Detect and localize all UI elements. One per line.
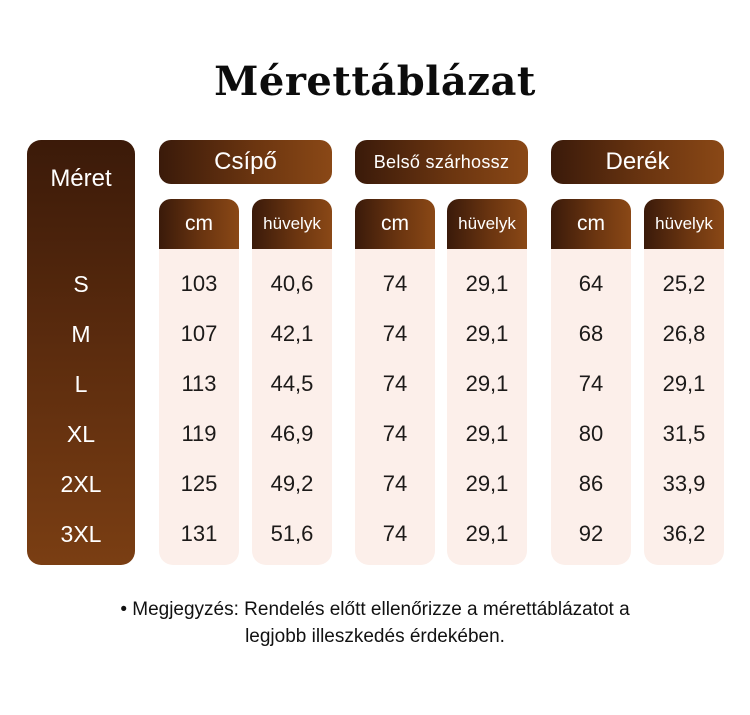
- table-cell: 33,9: [662, 471, 706, 496]
- table-cell: 74: [382, 271, 408, 296]
- table-cell: 29,1: [465, 521, 509, 546]
- footnote: • Megjegyzés: Rendelés előtt ellenőrizze…: [0, 596, 750, 650]
- size-label: S: [73, 271, 89, 297]
- group-header-inseam: Belső szárhossz: [355, 140, 528, 184]
- table-cell: 29,1: [465, 421, 509, 446]
- table-cell: 113: [181, 371, 217, 396]
- table-cell: 29,1: [465, 271, 509, 296]
- table-cell: 40,6: [270, 271, 314, 296]
- table-cell: 29,1: [465, 321, 509, 346]
- table-cell: 68: [578, 321, 604, 346]
- column-hip-cm: 103 107 113 119 125 131: [159, 249, 239, 565]
- footnote-line-1: • Megjegyzés: Rendelés előtt ellenőrizze…: [120, 599, 630, 620]
- group-header-waist: Derék: [551, 140, 724, 184]
- subheader-waist-inch: hüvelyk: [644, 199, 724, 249]
- table-cell: 74: [382, 371, 408, 396]
- size-column: [27, 140, 135, 565]
- subheader-inseam-inch: hüvelyk: [447, 199, 527, 249]
- size-label: 2XL: [60, 471, 102, 497]
- table-cell: 74: [382, 421, 408, 446]
- footnote-line-2: legjobb illeszkedés érdekében.: [245, 626, 505, 647]
- table-cell: 46,9: [270, 421, 314, 446]
- size-label: XL: [66, 421, 96, 447]
- table-cell: 74: [382, 521, 408, 546]
- column-inseam-cm: 74 74 74 74 74 74: [355, 249, 435, 565]
- table-cell: 125: [180, 471, 218, 496]
- size-label: L: [74, 371, 88, 397]
- column-hip-inch: 40,6 42,1 44,5 46,9 49,2 51,6: [252, 249, 332, 565]
- table-cell: 36,2: [662, 521, 706, 546]
- table-cell: 80: [578, 421, 604, 446]
- group-header-hip: Csípő: [159, 140, 332, 184]
- column-waist-cm: 64 68 74 80 86 92: [551, 249, 631, 565]
- table-cell: 64: [578, 271, 604, 296]
- table-cell: 92: [578, 521, 604, 546]
- table-cell: 29,1: [465, 471, 509, 496]
- column-waist-inch: 25,2 26,8 29,1 31,5 33,9 36,2: [644, 249, 724, 565]
- size-column-header: Méret: [50, 165, 112, 192]
- table-cell: 107: [180, 321, 218, 346]
- table-cell: 29,1: [662, 371, 706, 396]
- subheader-hip-inch: hüvelyk: [252, 199, 332, 249]
- table-cell: 26,8: [662, 321, 706, 346]
- table-cell: 44,5: [270, 371, 314, 396]
- table-cell: 42,1: [270, 321, 314, 346]
- table-cell: 86: [578, 471, 604, 496]
- column-inseam-inch: 29,1 29,1 29,1 29,1 29,1 29,1: [447, 249, 527, 565]
- table-cell: 31,5: [662, 421, 706, 446]
- page-title: Mérettáblázat: [214, 58, 536, 105]
- subheader-hip-cm: cm: [159, 199, 239, 249]
- table-cell: 51,6: [270, 521, 314, 546]
- table-cell: 74: [382, 471, 408, 496]
- subheader-waist-cm: cm: [551, 199, 631, 249]
- table-cell: 119: [181, 421, 217, 446]
- size-label: 3XL: [60, 521, 102, 547]
- table-cell: 103: [180, 271, 218, 296]
- table-cell: 25,2: [662, 271, 706, 296]
- table-cell: 74: [578, 371, 604, 396]
- size-label: M: [71, 321, 91, 347]
- subheader-inseam-cm: cm: [355, 199, 435, 249]
- table-cell: 131: [180, 521, 218, 546]
- table-cell: 74: [382, 321, 408, 346]
- table-cell: 29,1: [465, 371, 509, 396]
- table-cell: 49,2: [270, 471, 314, 496]
